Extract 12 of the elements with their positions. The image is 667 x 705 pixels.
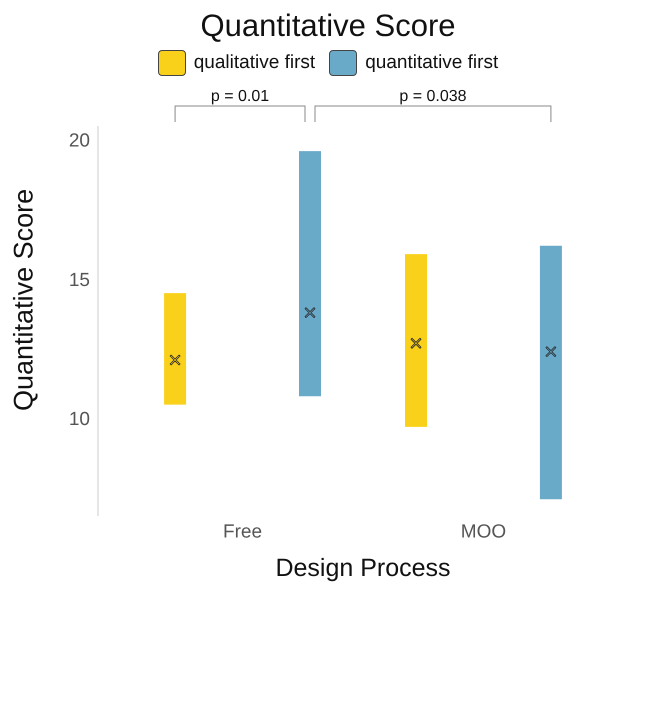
chart-title: Quantitative Score	[199, 8, 457, 44]
legend-label: qualitative first	[194, 52, 316, 74]
x-tick-label: Free	[223, 521, 262, 542]
y-tick-label: 10	[68, 409, 90, 430]
y-tick-label: 20	[68, 130, 90, 152]
x-tick-label: MOO	[460, 521, 506, 542]
y-tick-label: 15	[68, 270, 90, 291]
legend-label: quantitative first	[365, 52, 498, 74]
text: p = 0.038	[399, 88, 467, 105]
text: p = 0.01	[210, 88, 270, 105]
y-axis-title: Quantitative Score	[8, 188, 39, 411]
x-axis-title: Design Process	[275, 554, 451, 582]
